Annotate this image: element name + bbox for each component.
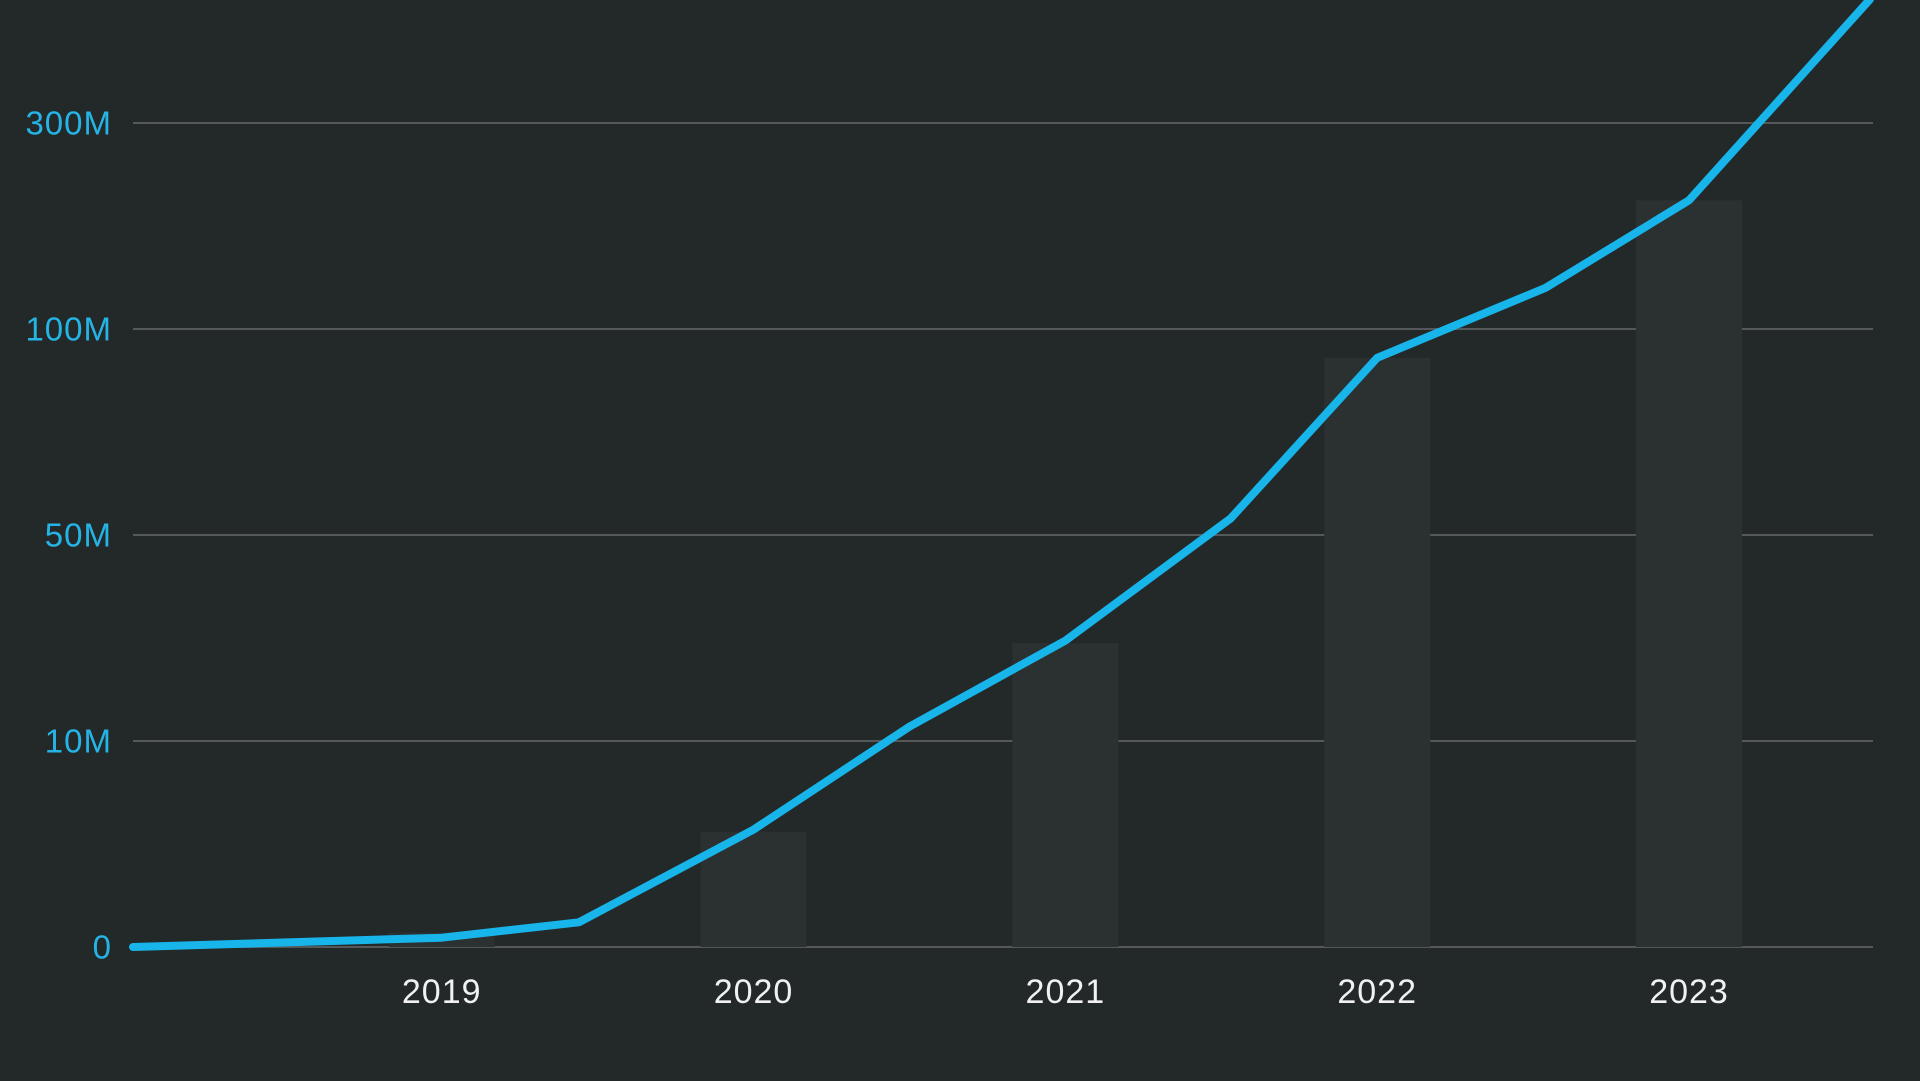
x-axis-labels: 2019 2020 2021 2022 2023 <box>402 973 1729 1011</box>
y-axis-labels: 0 10M 50M 100M 300M <box>25 105 112 966</box>
x-tick-label-2021: 2021 <box>1026 973 1106 1011</box>
gridlines <box>133 122 1873 948</box>
x-tick-label-2020: 2020 <box>714 973 794 1011</box>
y-tick-label-300M: 300M <box>25 105 112 142</box>
y-tick-label-10M: 10M <box>45 723 112 760</box>
y-tick-label-100M: 100M <box>25 311 112 348</box>
x-tick-label-2019: 2019 <box>402 973 482 1011</box>
growth-line <box>129 0 1874 951</box>
bar-2021 <box>1012 643 1119 947</box>
bar-2023 <box>1636 200 1743 947</box>
y-tick-label-0: 0 <box>93 929 112 966</box>
y-tick-label-50M: 50M <box>45 517 112 554</box>
bar-2022 <box>1324 357 1431 948</box>
x-tick-label-2022: 2022 <box>1337 973 1417 1011</box>
year-end-bars <box>388 200 1743 948</box>
x-tick-label-2023: 2023 <box>1649 973 1729 1011</box>
